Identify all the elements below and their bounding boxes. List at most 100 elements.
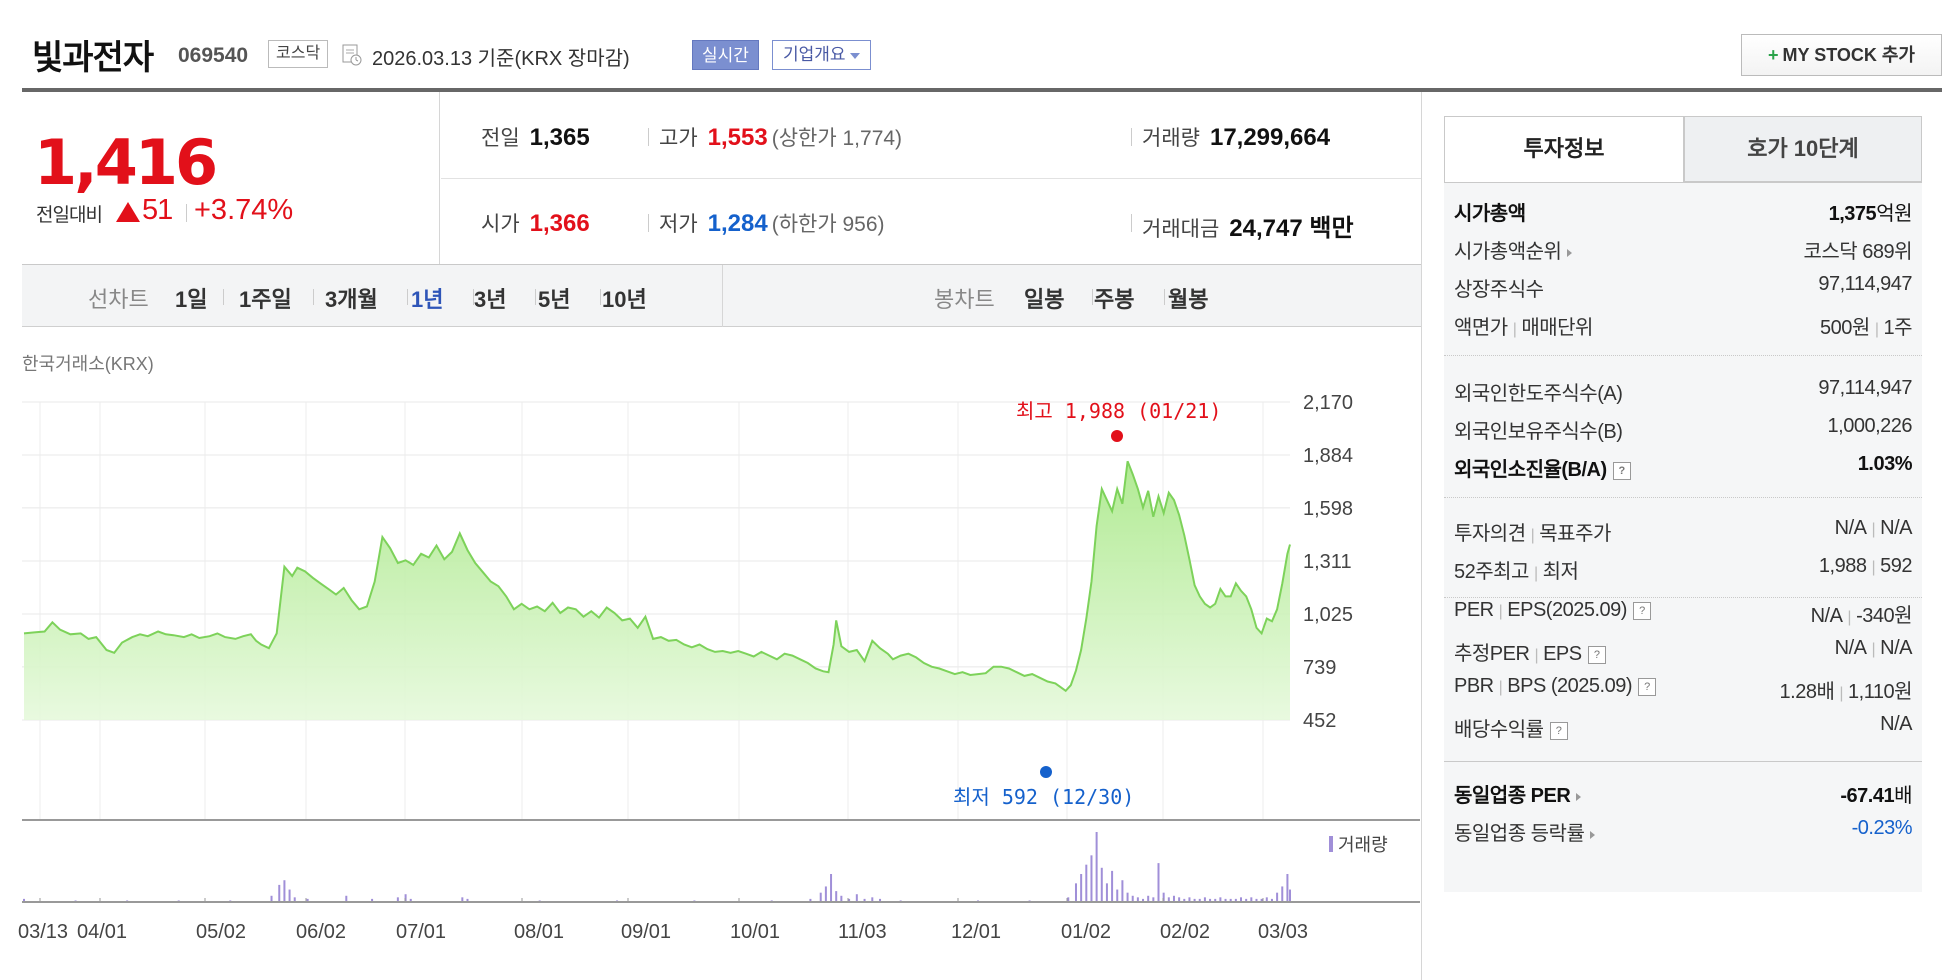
price-chart[interactable]: 2,170 1,884 1,598 1,311 1,025 739 452 최고 1,988 … xyxy=(0,380,1420,980)
market-cap-label: 시가총액 xyxy=(1454,203,1526,225)
target-value: N/A xyxy=(1880,517,1912,539)
y-tick-label: 1,311 xyxy=(1303,551,1352,573)
x-tick-label: 04/01 xyxy=(77,921,127,943)
tab-investment-info[interactable]: 투자정보 xyxy=(1444,116,1684,182)
foreign-ratio-value: 1.03% xyxy=(1857,453,1913,475)
price-line xyxy=(23,460,1291,693)
lower-limit-value: 956) xyxy=(842,213,885,236)
volume-bar xyxy=(396,897,399,902)
tab-1d[interactable]: 1일 xyxy=(175,287,208,312)
est-per-row: 추정PER | EPS? N/A | N/A xyxy=(1454,637,1912,665)
volume-bar xyxy=(1116,889,1119,902)
chart-period-tabs: 선차트 1일 1주일 3개월 1년 3년 5년 10년 봉차트 일봉 주봉 월봉 xyxy=(22,265,1422,327)
price-detail-grid: 전일 1,365 고가 1,553 (상한가 1,774) 거래량 17,299,664… xyxy=(441,92,1422,264)
volume-bar xyxy=(283,880,286,902)
x-tick-label: 09/01 xyxy=(621,921,671,943)
line-chart-label: 선차트 xyxy=(88,287,149,312)
amount-label: 거래대금 xyxy=(1142,218,1220,241)
quote-date: 2026.03.13 기준(KRX 장마감) xyxy=(372,48,630,70)
prev-close-label: 전일 xyxy=(481,127,520,150)
open-label: 시가 xyxy=(481,213,520,236)
volume: 거래량 17,299,664 xyxy=(1142,122,1330,152)
help-icon[interactable]: ? xyxy=(1612,461,1631,480)
tab-order-book[interactable]: 호가 10단계 xyxy=(1684,116,1922,182)
volume-bar xyxy=(871,897,874,902)
volume-bar xyxy=(830,874,833,902)
separator xyxy=(1092,289,1093,305)
volume-bar xyxy=(1219,897,1222,902)
pbr-value: 1.28배 xyxy=(1779,681,1835,703)
opinion-label: 투자의견 xyxy=(1454,523,1526,545)
price-summary: 1,416 전일대비 51 +3.74% 전일 1,365 고가 1,553 (상한가… xyxy=(22,92,1422,265)
est-eps-value: N/A xyxy=(1880,637,1912,659)
tab-daily-candle[interactable]: 일봉 xyxy=(1024,287,1065,312)
sector-rate-row[interactable]: 동일업종 등락률 -0.23% xyxy=(1454,817,1913,847)
volume-bar xyxy=(1193,898,1196,902)
volume-bar xyxy=(1198,898,1201,902)
add-my-stock-button[interactable]: + MY STOCK 추가 xyxy=(1741,34,1942,76)
pbr-label: PBR xyxy=(1454,675,1494,697)
x-tick-label: 07/01 xyxy=(396,921,446,943)
tab-weekly-candle[interactable]: 주봉 xyxy=(1094,287,1135,312)
candle-chart-label: 봉차트 xyxy=(934,287,995,312)
help-icon[interactable]: ? xyxy=(1637,677,1656,696)
volume-bar xyxy=(879,898,882,902)
volume-bar xyxy=(1240,897,1243,902)
tab-1y[interactable]: 1년 xyxy=(411,287,444,312)
tab-5y[interactable]: 5년 xyxy=(538,287,571,312)
volume-bar xyxy=(848,898,851,902)
tab-3m[interactable]: 3개월 xyxy=(325,287,378,312)
foreign-hold-label: 외국인보유주식수(B) xyxy=(1454,421,1623,443)
tab-monthly-candle[interactable]: 월봉 xyxy=(1168,287,1209,312)
week52-high-value: 1,988 xyxy=(1818,555,1867,577)
volume-bar xyxy=(1172,895,1175,902)
tab-10y[interactable]: 10년 xyxy=(602,287,647,312)
bps-value: 1,110원 xyxy=(1848,681,1912,703)
volume-bar xyxy=(1255,898,1258,902)
sector-per-unit: 배 xyxy=(1894,785,1912,807)
low-price: 저가 1,284 (하한가 956) xyxy=(659,208,885,238)
volume-bar xyxy=(1281,886,1284,902)
trading-amount: 거래대금 24,747 백만 xyxy=(1142,208,1354,243)
cap-rank-row[interactable]: 시가총액순위 코스닥 689위 xyxy=(1454,235,1912,265)
y-tick-label: 739 xyxy=(1303,657,1336,679)
volume-bar xyxy=(270,895,273,902)
dividend-value: N/A xyxy=(1880,713,1912,735)
volume-bar xyxy=(1178,897,1181,902)
realtime-button[interactable]: 실시간 xyxy=(692,40,759,70)
help-icon[interactable]: ? xyxy=(1587,645,1606,664)
chart-source-label: 한국거래소(KRX) xyxy=(22,354,154,374)
volume-bar xyxy=(1265,897,1268,902)
listed-shares-label: 상장주식수 xyxy=(1454,279,1544,301)
help-icon[interactable]: ? xyxy=(1549,721,1568,740)
section-divider xyxy=(1444,597,1922,598)
week52-low-label: 최저 xyxy=(1542,561,1579,583)
sector-rate-label: 동일업종 등락률 xyxy=(1454,823,1585,845)
volume-bar xyxy=(371,898,374,902)
x-tick-label: 03/13 xyxy=(18,921,68,943)
upper-limit-label: (상한가 xyxy=(771,127,837,150)
tab-1w[interactable]: 1주일 xyxy=(239,287,292,312)
volume-bar xyxy=(840,895,843,902)
row-divider xyxy=(441,178,1422,179)
separator xyxy=(313,289,314,305)
cap-rank-label: 시가총액순위 xyxy=(1454,241,1562,263)
tab-3y[interactable]: 3년 xyxy=(474,287,507,312)
open-value: 1,366 xyxy=(529,210,590,237)
volume-bar xyxy=(824,886,827,902)
separator xyxy=(648,128,649,146)
help-icon[interactable]: ? xyxy=(1632,601,1651,620)
par-label: 액면가 xyxy=(1454,317,1508,339)
est-per-value: N/A xyxy=(1834,637,1867,659)
volume-bar xyxy=(1095,832,1098,902)
stock-code: 069540 xyxy=(178,44,249,67)
plus-icon: + xyxy=(1768,45,1779,65)
volume-bar xyxy=(1167,897,1170,902)
chevron-right-icon xyxy=(1576,792,1582,801)
sector-per-row[interactable]: 동일업종 PER -67.41배 xyxy=(1454,779,1912,809)
company-overview-dropdown[interactable]: 기업개요 xyxy=(772,40,871,70)
y-tick-label: 1,025 xyxy=(1303,604,1353,626)
week52-row: 52주최고 | 최저 1,988 | 592 xyxy=(1454,555,1912,583)
volume-bar xyxy=(1142,898,1145,902)
tab-group-divider xyxy=(722,265,723,327)
